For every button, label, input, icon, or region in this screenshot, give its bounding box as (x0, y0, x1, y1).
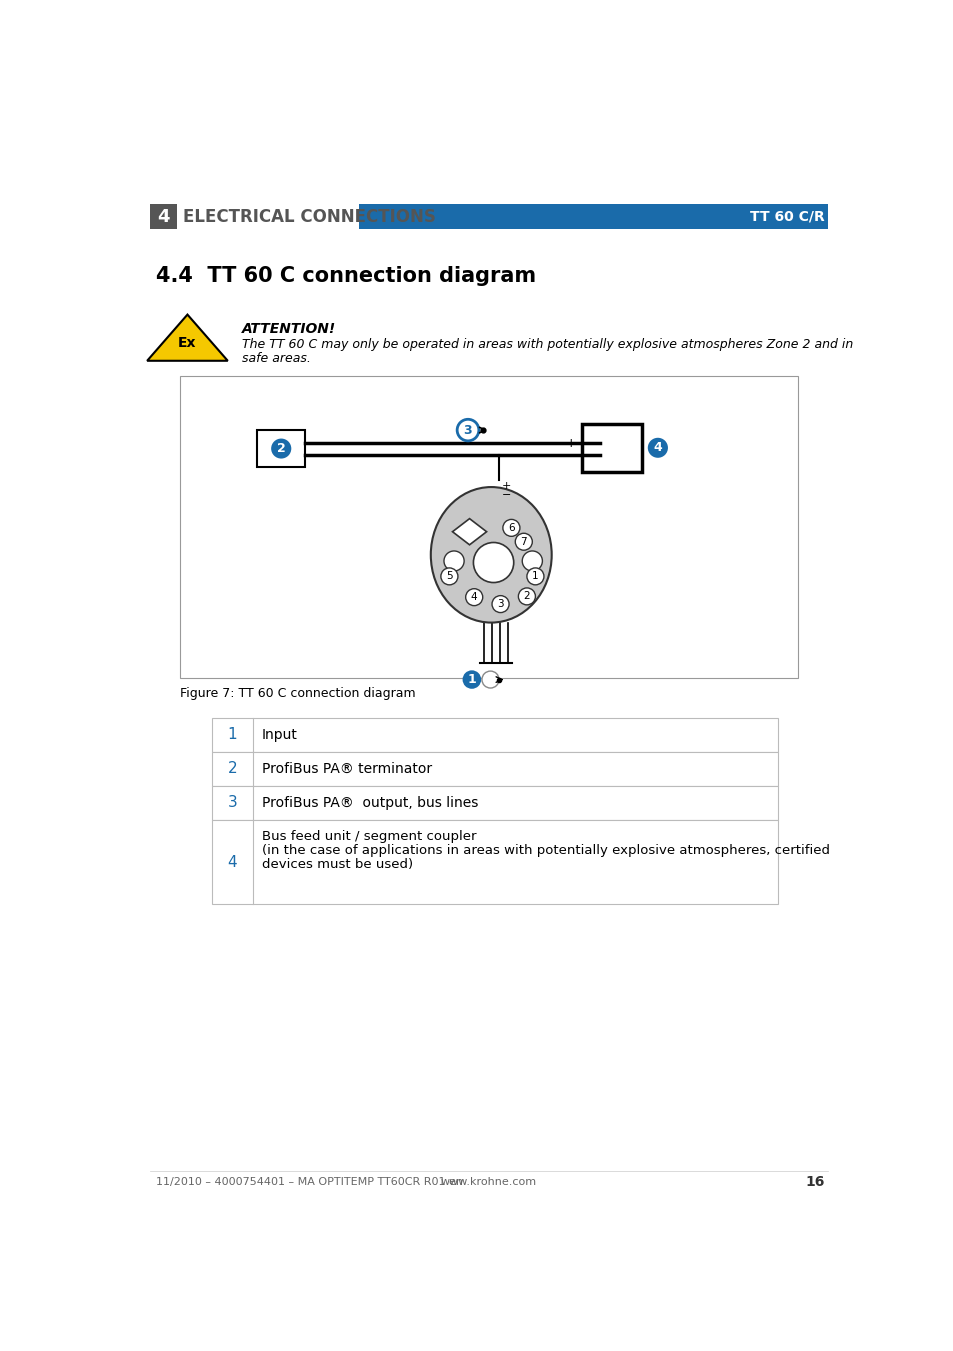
Bar (212, 786, 778, 820)
Text: www.krohne.com: www.krohne.com (440, 1177, 537, 1186)
Text: 4: 4 (157, 208, 170, 226)
Text: 3: 3 (463, 424, 472, 436)
Text: 11/2010 – 4000754401 – MA OPTITEMP TT60CR R01 en: 11/2010 – 4000754401 – MA OPTITEMP TT60C… (155, 1177, 462, 1186)
Text: −: − (565, 449, 576, 462)
Circle shape (440, 567, 457, 585)
Polygon shape (452, 519, 486, 544)
Circle shape (462, 670, 480, 689)
Text: 4: 4 (653, 442, 661, 454)
Circle shape (502, 519, 519, 536)
Circle shape (271, 439, 291, 458)
Text: +: + (565, 436, 576, 450)
Circle shape (443, 551, 464, 571)
Bar (581, 424, 641, 471)
Text: 1: 1 (467, 673, 476, 686)
Text: safe areas.: safe areas. (241, 351, 311, 365)
Bar (179, 376, 798, 678)
Text: 3: 3 (227, 796, 237, 811)
Text: 6: 6 (508, 523, 515, 532)
Circle shape (481, 671, 498, 688)
Text: Ex: Ex (178, 336, 196, 350)
Text: 4: 4 (471, 592, 477, 603)
Circle shape (465, 589, 482, 605)
Circle shape (515, 534, 532, 550)
Ellipse shape (431, 488, 551, 623)
Circle shape (647, 438, 667, 458)
Circle shape (473, 543, 513, 582)
Text: 2: 2 (228, 762, 237, 777)
Circle shape (517, 588, 535, 605)
Text: TT 60 C/R: TT 60 C/R (749, 209, 823, 224)
Text: 16: 16 (804, 1174, 823, 1189)
Text: +: + (501, 481, 511, 490)
Text: 3: 3 (497, 598, 503, 609)
Text: 1: 1 (532, 571, 538, 581)
Text: devices must be used): devices must be used) (261, 858, 413, 871)
Text: Input: Input (261, 728, 297, 742)
Text: 4.4  TT 60 C connection diagram: 4.4 TT 60 C connection diagram (155, 266, 536, 286)
Text: Figure 7: TT 60 C connection diagram: Figure 7: TT 60 C connection diagram (179, 686, 415, 700)
Text: 1: 1 (228, 727, 237, 743)
Text: 4: 4 (228, 855, 237, 870)
Bar (359, 204, 827, 230)
Text: 2: 2 (276, 442, 285, 455)
Circle shape (526, 567, 543, 585)
Text: ProfiBus PA®  output, bus lines: ProfiBus PA® output, bus lines (261, 796, 477, 809)
Polygon shape (147, 315, 228, 361)
Circle shape (521, 551, 542, 571)
Text: ProfiBus PA® terminator: ProfiBus PA® terminator (261, 762, 432, 775)
Text: 7: 7 (520, 536, 527, 547)
Text: ELECTRICAL CONNECTIONS: ELECTRICAL CONNECTIONS (183, 208, 436, 226)
Bar (212, 719, 778, 753)
Text: 2: 2 (523, 592, 530, 601)
Bar (212, 820, 778, 904)
Circle shape (492, 596, 509, 612)
Bar (257, 430, 305, 467)
Text: Bus feed unit / segment coupler: Bus feed unit / segment coupler (261, 830, 476, 843)
Text: −: − (501, 490, 511, 500)
Bar (150, 204, 176, 230)
Circle shape (456, 419, 478, 440)
Bar (212, 753, 778, 786)
Text: 5: 5 (446, 571, 453, 581)
Text: The TT 60 C may only be operated in areas with potentially explosive atmospheres: The TT 60 C may only be operated in area… (241, 338, 852, 351)
Text: (in the case of applications in areas with potentially explosive atmospheres, ce: (in the case of applications in areas wi… (261, 844, 829, 857)
Text: ATTENTION!: ATTENTION! (241, 323, 335, 336)
